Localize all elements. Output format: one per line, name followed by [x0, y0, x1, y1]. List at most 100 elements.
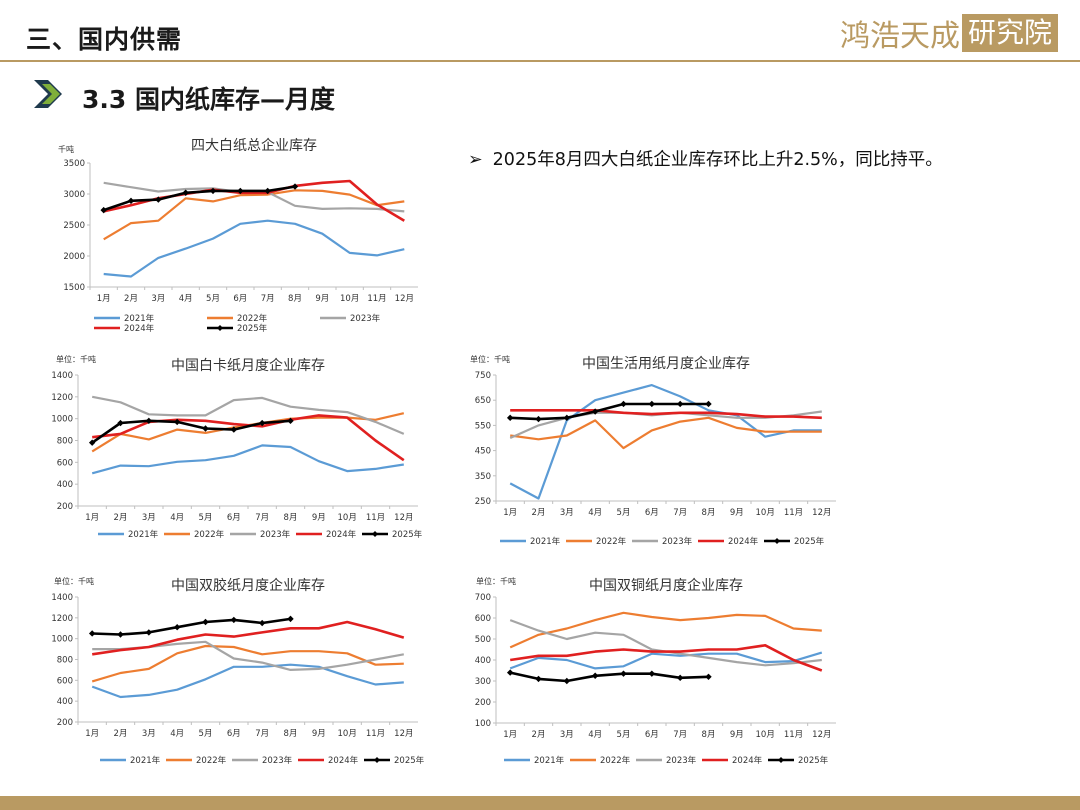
x-tick-label: 6月: [227, 513, 241, 523]
legend-marker: [778, 757, 784, 763]
series-line-2022年: [510, 416, 822, 450]
x-tick-label: 9月: [312, 513, 326, 523]
series-line-2021年: [103, 219, 405, 278]
data-point-marker: [620, 670, 627, 677]
logo-box-text: 研究院: [961, 14, 1058, 52]
x-tick-label: 4月: [179, 294, 193, 304]
x-tick-label: 12月: [395, 294, 414, 304]
series-line-2024年: [92, 620, 405, 656]
y-tick-label: 200: [57, 502, 73, 512]
legend-label: 2021年: [530, 536, 561, 547]
x-tick-label: 8月: [702, 730, 716, 740]
x-tick-label: 7月: [673, 730, 687, 740]
x-tick-label: 5月: [199, 513, 213, 523]
legend-label: 2023年: [666, 755, 697, 766]
x-tick-label: 4月: [170, 729, 184, 739]
chart-coated-paper-inventory: 中国双铜纸月度企业库存 单位：千吨 100 200 300 400 500 600 700 1月 2…: [475, 576, 836, 766]
y-tick-label: 400: [57, 480, 73, 490]
legend-label: 2023年: [262, 755, 293, 766]
x-tick-label: 12月: [812, 508, 831, 518]
series-line-2021年: [509, 651, 823, 670]
chart-title: 中国双胶纸月度企业库存: [171, 577, 325, 594]
x-tick-label: 11月: [367, 294, 386, 304]
legend-label: 2024年: [732, 755, 763, 766]
y-tick-label: 500: [475, 635, 491, 645]
x-tick-label: 9月: [315, 294, 329, 304]
y-tick-label: 1000: [51, 635, 73, 645]
x-tick-label: 12月: [394, 513, 413, 523]
y-tick-label: 350: [475, 472, 491, 482]
legend-label: 2025年: [394, 755, 425, 766]
data-point-marker: [145, 629, 153, 636]
legend-label: 2021年: [124, 313, 155, 324]
data-point-marker: [535, 415, 542, 423]
data-point-marker: [173, 624, 181, 631]
y-tick-label: 1400: [51, 593, 73, 603]
y-tick-label: 1200: [51, 393, 73, 403]
x-tick-label: 10月: [756, 730, 775, 740]
series-line-2024年: [510, 644, 823, 672]
data-point-marker: [209, 187, 217, 195]
legend-label: 2022年: [596, 536, 627, 547]
data-point-marker: [88, 630, 96, 637]
data-point-marker: [648, 400, 656, 408]
legend-label: 2022年: [237, 313, 268, 324]
x-tick-label: 10月: [340, 294, 359, 304]
y-tick-label: 200: [475, 698, 491, 708]
data-point-marker: [287, 615, 294, 623]
section-arrow-icon: [34, 80, 62, 108]
chart-unit-label: 千吨: [58, 144, 74, 154]
footer-bar: [0, 796, 1080, 810]
x-tick-label: 9月: [730, 508, 744, 518]
data-point-marker: [705, 673, 712, 680]
legend-label: 2023年: [350, 313, 381, 324]
x-tick-label: 1月: [503, 730, 517, 740]
x-tick-label: 7月: [255, 729, 269, 739]
page-header-title: 三、国内供需: [26, 25, 183, 54]
x-tick-label: 11月: [784, 730, 803, 740]
series-line-2024年: [510, 409, 822, 420]
legend-marker: [774, 538, 780, 544]
x-tick-label: 5月: [617, 730, 631, 740]
x-tick-label: 1月: [97, 294, 111, 304]
data-point-marker: [127, 197, 135, 205]
y-tick-label: 300: [475, 677, 491, 687]
series-line-2021年: [91, 663, 404, 699]
legend-label: 2025年: [794, 536, 825, 547]
x-tick-label: 1月: [503, 508, 517, 518]
data-point-marker: [287, 417, 294, 425]
data-point-marker: [620, 400, 627, 408]
legend-label: 2024年: [728, 536, 759, 547]
data-point-marker: [182, 189, 189, 196]
x-tick-label: 8月: [284, 513, 298, 523]
y-tick-label: 700: [475, 593, 491, 603]
data-point-marker: [648, 670, 656, 677]
legend-label: 2021年: [534, 755, 565, 766]
data-point-marker: [202, 618, 209, 626]
x-tick-label: 2月: [114, 513, 128, 523]
data-point-marker: [264, 187, 271, 195]
chart-four-paper-inventory: 四大白纸总企业库存 千吨 1500 2000 2500 3000 3500 1月 2月 3月 4月 5…: [58, 137, 418, 334]
x-tick-label: 2月: [532, 730, 546, 740]
x-tick-label: 8月: [284, 729, 298, 739]
x-tick-label: 6月: [645, 508, 659, 518]
x-tick-label: 5月: [617, 508, 631, 518]
y-tick-label: 650: [475, 396, 491, 406]
chart-unit-label: 单位：千吨: [470, 354, 510, 364]
summary-text: 2025年8月四大白纸企业库存环比上升2.5%，同比持平。: [492, 150, 943, 170]
legend-label: 2022年: [600, 755, 631, 766]
y-tick-label: 250: [475, 497, 491, 507]
legend-label: 2024年: [124, 323, 155, 334]
data-point-marker: [173, 418, 181, 426]
series-line-2023年: [91, 395, 405, 435]
data-point-marker: [506, 669, 514, 676]
summary-bullet: ➢ 2025年8月四大白纸企业库存环比上升2.5%，同比持平。: [468, 146, 943, 171]
x-tick-label: 1月: [85, 513, 99, 523]
y-tick-label: 800: [57, 656, 73, 666]
data-point-marker: [88, 439, 96, 446]
series-line-2021年: [91, 444, 404, 475]
x-tick-label: 3月: [560, 508, 574, 518]
series-line-2025年: [103, 185, 296, 212]
data-point-marker: [155, 196, 162, 203]
y-tick-label: 600: [57, 458, 73, 468]
